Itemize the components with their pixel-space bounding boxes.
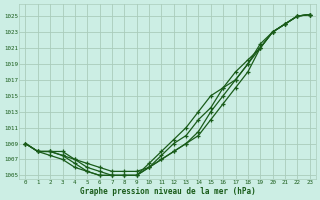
X-axis label: Graphe pression niveau de la mer (hPa): Graphe pression niveau de la mer (hPa) [80,187,255,196]
